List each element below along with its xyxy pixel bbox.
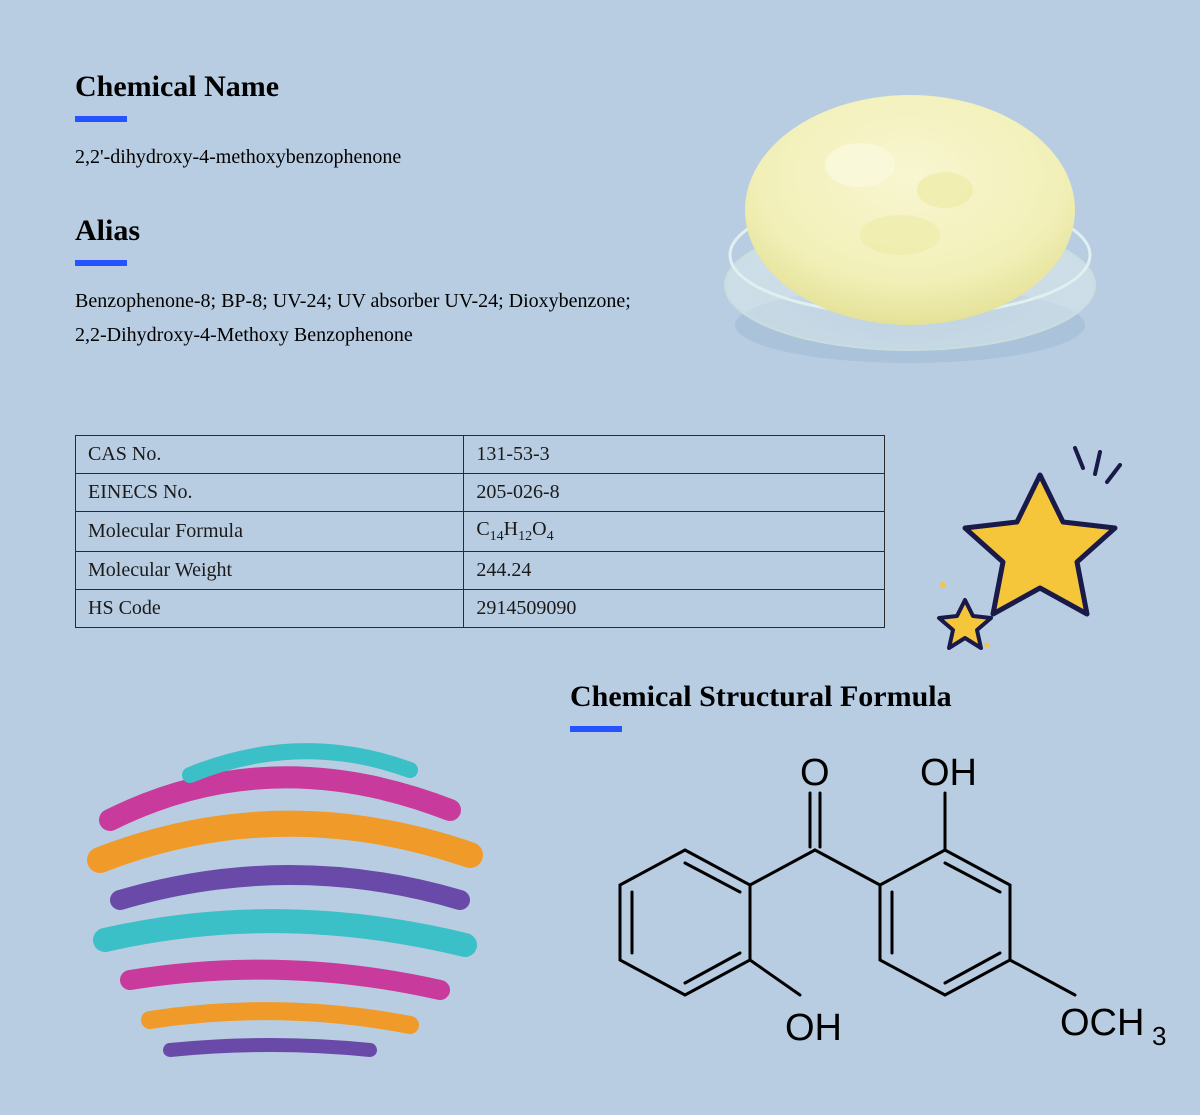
star-icon — [925, 430, 1145, 650]
paint-splash-icon — [70, 700, 500, 1070]
structure-heading: Chemical Structural Formula — [570, 680, 952, 714]
table-row: HS Code2914509090 — [76, 590, 885, 628]
chemical-name-heading: Chemical Name — [75, 70, 635, 104]
table-row: Molecular Weight244.24 — [76, 552, 885, 590]
property-value: 131-53-3 — [464, 436, 885, 474]
table-row: CAS No.131-53-3 — [76, 436, 885, 474]
property-value: 244.24 — [464, 552, 885, 590]
underline-accent — [570, 726, 622, 732]
table-row: EINECS No.205-026-8 — [76, 474, 885, 512]
property-label: EINECS No. — [76, 474, 464, 512]
property-value: 205-026-8 — [464, 474, 885, 512]
atom-oh: OH — [785, 1007, 842, 1049]
alias-heading: Alias — [75, 214, 635, 248]
property-label: Molecular Weight — [76, 552, 464, 590]
structural-formula: O OH OH OCH 3 — [500, 755, 1180, 1115]
atom-oh: OH — [920, 755, 977, 794]
atom-och3: OCH — [1060, 1002, 1144, 1044]
alias-value: Benzophenone-8; BP-8; UV-24; UV absorber… — [75, 284, 635, 352]
structure-heading-block: Chemical Structural Formula — [570, 680, 952, 750]
property-value: C14H12O4 — [464, 512, 885, 552]
property-label: CAS No. — [76, 436, 464, 474]
info-panel: Chemical Name 2,2'-dihydroxy-4-methoxybe… — [75, 70, 635, 352]
atom-och3-sub: 3 — [1152, 1021, 1166, 1051]
atom-o: O — [800, 755, 830, 794]
property-label: HS Code — [76, 590, 464, 628]
product-photo — [700, 55, 1120, 375]
chemical-name-value: 2,2'-dihydroxy-4-methoxybenzophenone — [75, 140, 635, 174]
property-label: Molecular Formula — [76, 512, 464, 552]
properties-table: CAS No.131-53-3EINECS No.205-026-8Molecu… — [75, 435, 885, 628]
table-row: Molecular FormulaC14H12O4 — [76, 512, 885, 552]
underline-accent — [75, 116, 127, 122]
underline-accent — [75, 260, 127, 266]
property-value: 2914509090 — [464, 590, 885, 628]
